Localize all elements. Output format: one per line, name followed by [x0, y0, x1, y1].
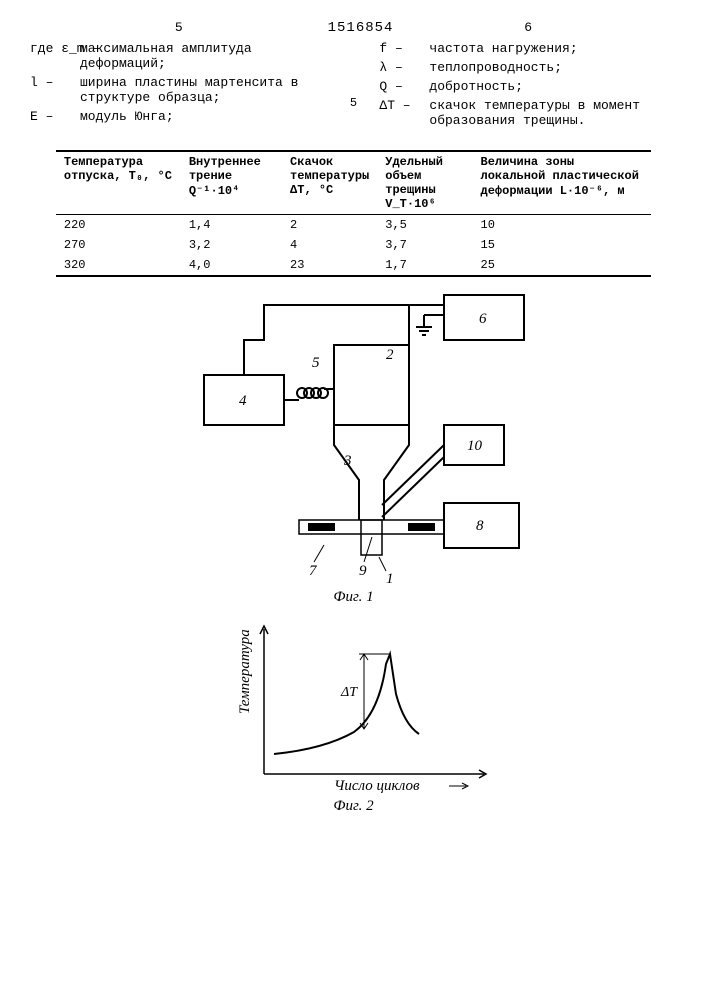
fig1-label-2: 2 [386, 347, 394, 363]
definition: E –модуль Юнга; [30, 109, 328, 124]
table-cell: 220 [56, 215, 181, 236]
def-text: добротность; [429, 79, 677, 94]
definition: λ –теплопроводность; [379, 60, 677, 75]
fig1-label-4: 4 [239, 393, 247, 409]
left-page-num: 5 [30, 20, 328, 35]
definition: ΔT –скачок температуры в момент образова… [379, 98, 677, 128]
def-symbol: l – [30, 75, 80, 105]
fig1-caption: Фиг. 1 [30, 589, 677, 606]
right-page-num: 6 [379, 20, 677, 35]
fig2-caption: Фиг. 2 [30, 798, 677, 815]
table-header: Температура отпуска, T₀, °C [56, 151, 181, 215]
table-header: Величина зоны локальной пластической деф… [473, 151, 652, 215]
table-cell: 4,0 [181, 255, 282, 276]
marginal-line-num: 5 [328, 96, 380, 110]
table-cell: 25 [473, 255, 652, 276]
table-cell: 1,7 [377, 255, 472, 276]
table-header: Удельный объем трещины V_T·10⁶ [377, 151, 472, 215]
def-symbol: Q – [379, 79, 429, 94]
table-cell: 1,4 [181, 215, 282, 236]
table-cell: 3,5 [377, 215, 472, 236]
def-symbol: ΔT – [379, 98, 429, 128]
table-cell: 4 [282, 235, 377, 255]
table-row: 3204,0231,725 [56, 255, 651, 276]
definition: где ε_m –максимальная амплитуда деформац… [30, 41, 328, 71]
def-text: модуль Юнга; [80, 109, 328, 124]
doc-id: 1516854 [328, 20, 380, 36]
definition: f –частота нагружения; [379, 41, 677, 56]
table-cell: 270 [56, 235, 181, 255]
fig1-label-1: 1 [386, 571, 394, 585]
fig1-label-3: 3 [343, 453, 352, 469]
def-symbol: f – [379, 41, 429, 56]
table-cell: 2 [282, 215, 377, 236]
figure-1-diagram: 2 5 4 6 3 10 8 7 9 1 [164, 285, 544, 585]
table-cell: 3,7 [377, 235, 472, 255]
def-text: теплопроводность; [429, 60, 677, 75]
table-cell: 23 [282, 255, 377, 276]
def-text: ширина пластины мартенсита в структуре о… [80, 75, 328, 105]
fig2-delta-t: ΔT [340, 685, 358, 700]
fig2-xlabel: Число циклов [334, 778, 420, 794]
data-table: Температура отпуска, T₀, °CВнутреннее тр… [56, 150, 651, 277]
def-symbol: λ – [379, 60, 429, 75]
figure-2-chart: ΔT Температура Число циклов [204, 614, 504, 794]
fig1-label-10: 10 [467, 438, 483, 454]
fig1-label-9: 9 [359, 563, 367, 579]
def-text: максимальная амплитуда деформаций; [80, 41, 328, 71]
table-cell: 3,2 [181, 235, 282, 255]
fig1-label-8: 8 [476, 518, 484, 534]
table-header: Внутреннее трение Q⁻¹·10⁴ [181, 151, 282, 215]
fig1-label-7: 7 [309, 563, 318, 579]
definition: Q –добротность; [379, 79, 677, 94]
def-symbol: E – [30, 109, 80, 124]
def-text: частота нагружения; [429, 41, 677, 56]
table-row: 2201,423,510 [56, 215, 651, 236]
table-row: 2703,243,715 [56, 235, 651, 255]
definition: l –ширина пластины мартенсита в структур… [30, 75, 328, 105]
def-text: скачок температуры в момент образования … [429, 98, 677, 128]
fig1-label-6: 6 [479, 311, 487, 327]
table-cell: 10 [473, 215, 652, 236]
fig1-label-5: 5 [312, 355, 320, 371]
table-cell: 15 [473, 235, 652, 255]
def-symbol: где ε_m – [30, 41, 80, 71]
table-header: Скачок температуры ΔT, °C [282, 151, 377, 215]
table-cell: 320 [56, 255, 181, 276]
fig2-ylabel: Температура [237, 629, 253, 714]
